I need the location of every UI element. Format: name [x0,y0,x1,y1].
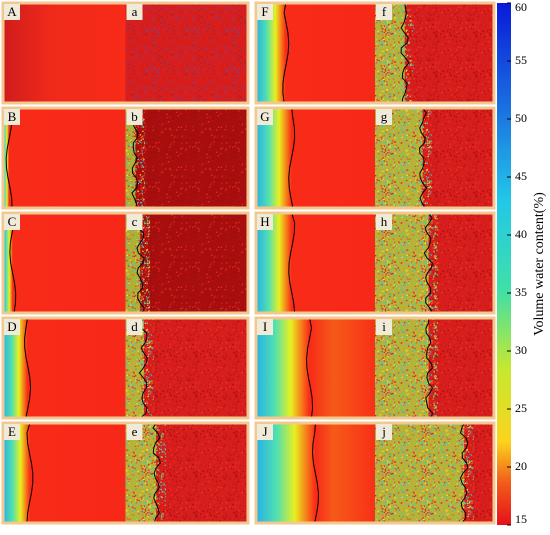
smooth-field [256,318,375,418]
panel-label: B [8,109,17,124]
smooth-field [3,108,126,208]
front-line [423,212,434,314]
panel-label: g [381,109,388,124]
panel-label: f [382,4,387,19]
label-box [257,319,273,335]
panel-label: J [262,424,267,439]
panel-label: A [7,4,17,19]
particle-front-speckle [125,108,146,208]
panel-border [1,106,250,210]
panel-border [254,211,496,315]
front-line [282,2,290,104]
colorbar-label: Volume water content(%) [532,192,547,336]
front-line [24,317,31,419]
colorbar-tick-label: 45 [515,169,527,183]
panel-label: d [131,319,138,334]
label-box [4,319,20,335]
label-box [257,4,273,20]
colorbar-tick-label: 55 [515,53,527,67]
colorbar-tick-label: 20 [515,459,527,473]
front-line [400,2,410,104]
colorbar-tick-label: 35 [515,285,527,299]
label-box [4,109,20,125]
label-box [126,109,143,125]
label-box [376,319,392,335]
panel-label: D [7,319,16,334]
panel-label: j [381,424,386,439]
particle-speckle [125,108,248,208]
smooth-field [256,3,375,103]
colorbar-tick-label: 15 [515,512,527,526]
smooth-field [256,108,375,208]
panel-label: i [382,319,386,334]
panel-label: C [8,214,17,229]
panel-border [1,211,250,315]
smooth-field [3,213,126,313]
colorbar-tick-label: 40 [515,227,527,241]
panel-label: a [132,4,138,19]
front-line [288,107,296,209]
panel-label: c [132,214,138,229]
panel-label: E [8,424,16,439]
front-line [138,317,148,419]
label-box [376,109,392,125]
colorbar-tick-label: 50 [515,111,527,125]
label-box [4,424,20,440]
panel-label: I [263,319,267,334]
panel-border [254,1,496,105]
panel-border [1,1,250,105]
front-line [425,317,434,419]
label-box [257,424,273,440]
smooth-field [3,423,126,523]
label-box [126,214,143,230]
smooth-field [256,213,375,313]
smooth-field [3,3,126,103]
label-box [4,4,20,20]
panel-border [254,421,496,525]
smooth-field [3,318,126,418]
label-box [376,4,392,20]
front-line [152,422,161,524]
label-box [4,214,20,230]
panel-label: G [260,109,269,124]
front-line [306,317,314,419]
front-line [26,422,34,524]
label-box [126,319,143,335]
front-line [288,212,296,314]
panel-label: e [132,424,138,439]
label-box [257,214,273,230]
panel-border [1,421,250,525]
panel-label: b [131,109,138,124]
panel-label: H [260,214,269,229]
particle-speckle [125,3,248,103]
front-line [419,107,428,209]
label-box [376,214,392,230]
colorbar [497,3,511,525]
colorbar-tick-label: 60 [515,0,527,14]
front-line [312,422,319,524]
label-box [257,109,273,125]
panel-border [254,106,496,210]
panel-border [1,316,250,420]
label-box [376,424,392,440]
label-box [126,4,143,20]
label-box [126,424,143,440]
panel-label: h [381,214,388,229]
colorbar-tick-label: 25 [515,401,527,415]
colorbar-tick-label: 30 [515,343,527,357]
front-line [459,422,469,524]
panel-border [254,316,496,420]
panel-label: F [261,4,268,19]
